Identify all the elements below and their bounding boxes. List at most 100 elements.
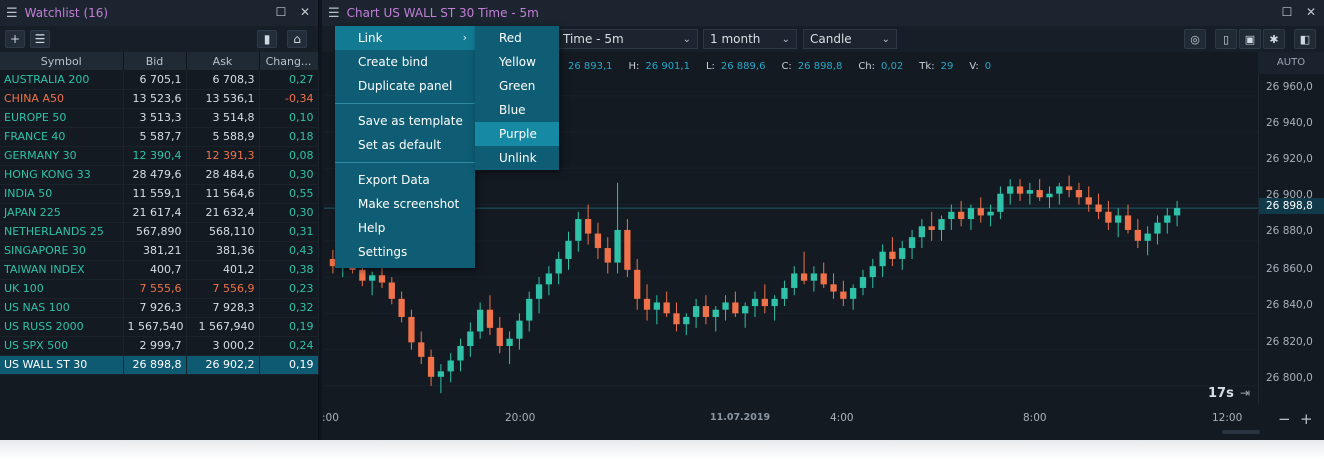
mouse-icon[interactable]: ▯ — [1215, 29, 1237, 49]
candle — [477, 302, 484, 339]
candle — [584, 204, 592, 245]
symbol-cell: JAPAN 225 — [0, 203, 124, 223]
candle-body — [614, 229, 621, 263]
menu-item-settings[interactable]: Settings — [358, 245, 408, 259]
table-row[interactable]: CHINA A50 13 523,6 13 536,1 -0,34 — [0, 89, 319, 109]
table-row[interactable]: NETHERLANDS 25 567,890 568,110 0,31 — [0, 222, 319, 242]
auto-scale-button[interactable]: AUTO — [1258, 52, 1324, 74]
candle — [437, 364, 445, 394]
candle-body — [1154, 222, 1161, 234]
menu-item-make-screenshot[interactable]: Make screenshot — [358, 197, 460, 211]
candle — [938, 215, 945, 241]
menu-item-help[interactable]: Help — [358, 221, 386, 235]
menu-item-duplicate-panel[interactable]: Duplicate panel — [358, 79, 453, 93]
table-row[interactable]: FRANCE 40 5 587,7 5 588,9 0,18 — [0, 127, 319, 147]
candle-body — [977, 208, 984, 216]
chart-style-select[interactable]: Candle ⌄ — [803, 29, 897, 49]
menu-item-export-data[interactable]: Export Data — [358, 173, 430, 187]
volume-label: V: — [969, 60, 979, 72]
column-header-symbol[interactable]: Symbol — [0, 52, 124, 70]
menu-item-set-as-default[interactable]: Set as default — [358, 138, 442, 152]
candle — [398, 291, 405, 323]
submenu-item-unlink[interactable]: Unlink — [499, 151, 537, 165]
menu-item-create-bind[interactable]: Create bind — [358, 55, 428, 69]
time-scrollbar[interactable] — [1222, 430, 1260, 434]
timeframe-select[interactable]: Time - 5m ⌄ — [556, 29, 698, 49]
list-view-icon[interactable]: ☰ — [30, 30, 50, 48]
table-row[interactable]: US SPX 500 2 999,7 3 000,2 0,24 — [0, 336, 319, 356]
candle-body — [1173, 208, 1181, 216]
maximize-icon[interactable]: ☐ — [275, 5, 287, 19]
ticks-value: 29 — [940, 60, 954, 72]
submenu-item-green[interactable]: Green — [499, 79, 536, 93]
candle-body — [712, 309, 719, 317]
candle-body — [437, 371, 445, 377]
watchlist-header: ☰ Watchlist (16) ☐ ✕ — [0, 0, 318, 26]
change-label: Ch: — [858, 60, 876, 72]
ask-cell: 28 484,6 — [186, 165, 260, 185]
submenu-item-blue[interactable]: Blue — [499, 103, 526, 117]
menu-item-save-as-template[interactable]: Save as template — [358, 114, 463, 128]
add-symbol-button[interactable]: + — [5, 30, 25, 48]
candle-body — [732, 302, 739, 314]
table-row[interactable]: SINGAPORE 30 381,21 381,36 0,43 — [0, 241, 319, 261]
table-row[interactable]: AUSTRALIA 200 6 705,1 6 708,3 0,27 — [0, 70, 319, 90]
candle — [427, 349, 435, 386]
low-value: 26 889,6 — [720, 60, 766, 72]
column-header-change[interactable]: Chang... — [259, 52, 319, 70]
table-row[interactable]: UK 100 7 555,6 7 556,9 0,23 — [0, 279, 319, 299]
table-row[interactable]: GERMANY 30 12 390,4 12 391,3 0,08 — [0, 146, 319, 166]
candle-body — [810, 273, 818, 281]
candle-body — [948, 211, 955, 220]
menu-item-link[interactable]: Link › — [335, 26, 475, 50]
submenu-item-purple[interactable]: Purple — [475, 122, 559, 146]
price-axis[interactable] — [1258, 74, 1324, 404]
close-icon[interactable]: ✕ — [299, 5, 311, 19]
panel-layout-icon[interactable]: ◧ — [1294, 29, 1316, 49]
chart-bars-icon[interactable]: ▮ — [257, 30, 277, 48]
zoom-out-icon[interactable]: − — [1278, 410, 1291, 428]
hamburger-icon[interactable]: ☰ — [6, 5, 18, 21]
column-header-ask[interactable]: Ask — [186, 52, 260, 70]
ask-cell: 5 588,9 — [186, 127, 260, 147]
table-row[interactable]: INDIA 50 11 559,1 11 564,6 0,55 — [0, 184, 319, 204]
hamburger-icon[interactable]: ☰ — [328, 5, 340, 21]
chevron-down-icon: ⌄ — [682, 33, 691, 45]
ask-cell: 11 564,6 — [186, 184, 260, 204]
timeframe-value: Time - 5m — [563, 32, 624, 46]
close-icon[interactable]: ✕ — [1305, 5, 1317, 19]
candle — [712, 306, 719, 332]
table-row[interactable]: US WALL ST 30 26 898,8 26 902,2 0,19 — [0, 355, 319, 375]
candle-body — [1164, 215, 1171, 223]
candle — [918, 219, 926, 249]
table-row[interactable]: US NAS 100 7 926,3 7 928,3 0,32 — [0, 298, 319, 318]
maximize-icon[interactable]: ☐ — [1281, 5, 1293, 19]
indicator-icon[interactable]: ◎ — [1184, 29, 1206, 49]
submenu-item-red[interactable]: Red — [499, 31, 522, 45]
table-row[interactable]: JAPAN 225 21 617,4 21 632,4 0,30 — [0, 203, 319, 223]
candle-body — [692, 306, 700, 317]
bid-cell: 6 705,1 — [123, 70, 187, 90]
watchlist-toolbar: + ☰ ▮ ⌂ — [0, 26, 318, 52]
table-row[interactable]: US RUSS 2000 1 567,540 1 567,940 0,19 — [0, 317, 319, 337]
candle-body — [1124, 215, 1132, 230]
scroll-to-end-icon[interactable]: ⇥ — [1240, 386, 1251, 400]
candle-body — [408, 316, 415, 343]
link-submenu: Red Yellow Green Blue Purple Unlink — [475, 26, 559, 170]
candle — [702, 295, 710, 325]
column-header-bid[interactable]: Bid — [123, 52, 187, 70]
gear-icon[interactable]: ✱ — [1263, 29, 1285, 49]
submenu-item-yellow[interactable]: Yellow — [499, 55, 536, 69]
bid-cell: 400,7 — [123, 260, 187, 280]
candle-body — [928, 226, 935, 230]
table-row[interactable]: EUROPE 50 3 513,3 3 514,8 0,10 — [0, 108, 319, 128]
lock-icon[interactable]: ⌂ — [287, 30, 307, 48]
template-icon[interactable]: ▣ — [1239, 29, 1261, 49]
range-select[interactable]: 1 month ⌄ — [703, 29, 797, 49]
window-shadow — [0, 440, 1324, 459]
table-row[interactable]: TAIWAN INDEX 400,7 401,2 0,38 — [0, 260, 319, 280]
candle — [506, 331, 513, 365]
candle — [732, 291, 739, 317]
zoom-in-icon[interactable]: + — [1300, 410, 1313, 428]
table-row[interactable]: HONG KONG 33 28 479,6 28 484,6 0,30 — [0, 165, 319, 185]
